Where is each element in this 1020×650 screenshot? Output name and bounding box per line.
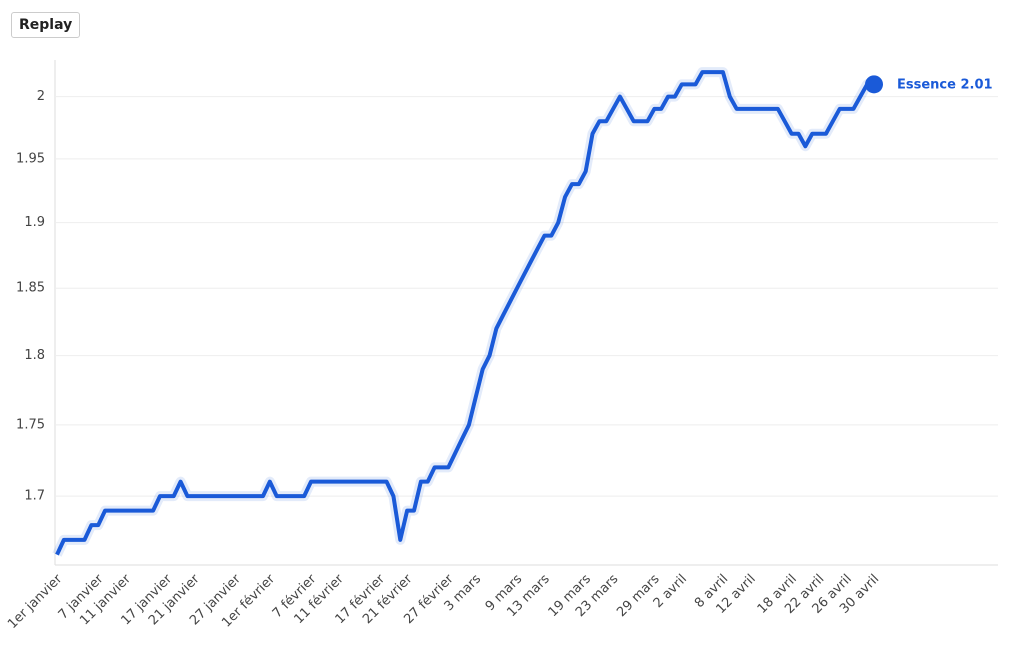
y-tick-label: 1.75 xyxy=(16,417,45,432)
y-tick-label: 1.95 xyxy=(16,151,45,166)
value-label: 2.01 xyxy=(960,77,992,92)
x-tick-label: 1er janvier xyxy=(5,571,66,632)
replay-button[interactable]: Replay xyxy=(11,12,81,38)
end-label: Essence 2.01 xyxy=(897,77,993,92)
y-tick-label: 1.9 xyxy=(24,215,45,230)
y-tick-label: 1.85 xyxy=(16,281,45,296)
series-name: Essence xyxy=(897,77,956,92)
y-tick-label: 2 xyxy=(37,89,45,104)
y-tick-label: 1.8 xyxy=(24,348,45,363)
end-point xyxy=(865,75,883,94)
series-line xyxy=(55,70,874,556)
y-tick-label: 1.7 xyxy=(24,489,45,504)
